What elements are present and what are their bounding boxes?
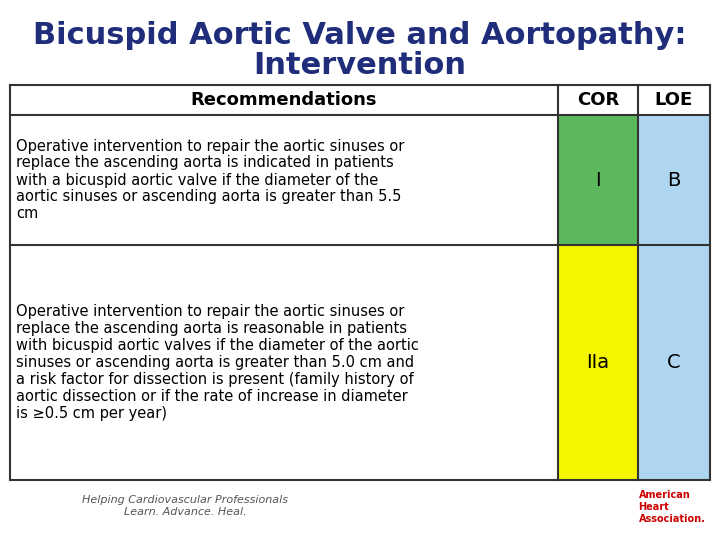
Text: American
Heart
Association.: American Heart Association. <box>639 490 706 524</box>
Text: Operative intervention to repair the aortic sinuses or: Operative intervention to repair the aor… <box>16 138 405 153</box>
Text: with bicuspid aortic valves if the diameter of the aortic: with bicuspid aortic valves if the diame… <box>16 338 419 353</box>
Text: C: C <box>667 353 681 372</box>
Text: with a bicuspid aortic valve if the diameter of the: with a bicuspid aortic valve if the diam… <box>16 172 378 187</box>
Text: COR: COR <box>577 91 619 109</box>
Text: replace the ascending aorta is reasonable in patients: replace the ascending aorta is reasonabl… <box>16 321 407 336</box>
Bar <box>10 245 558 480</box>
Text: a risk factor for dissection is present (family history of: a risk factor for dissection is present … <box>16 372 413 387</box>
Text: Learn. Advance. Heal.: Learn. Advance. Heal. <box>124 507 246 517</box>
Text: Recommendations: Recommendations <box>191 91 377 109</box>
Text: aortic sinuses or ascending aorta is greater than 5.5: aortic sinuses or ascending aorta is gre… <box>16 190 401 205</box>
Text: replace the ascending aorta is indicated in patients: replace the ascending aorta is indicated… <box>16 156 394 171</box>
Text: Helping Cardiovascular Professionals: Helping Cardiovascular Professionals <box>82 495 288 505</box>
Text: IIa: IIa <box>586 353 610 372</box>
Text: sinuses or ascending aorta is greater than 5.0 cm and: sinuses or ascending aorta is greater th… <box>16 355 414 370</box>
Bar <box>638 245 710 480</box>
Text: LOE: LOE <box>655 91 693 109</box>
Text: Operative intervention to repair the aortic sinuses or: Operative intervention to repair the aor… <box>16 304 405 319</box>
Text: B: B <box>667 171 680 190</box>
Bar <box>638 115 710 245</box>
Text: Bicuspid Aortic Valve and Aortopathy:: Bicuspid Aortic Valve and Aortopathy: <box>33 21 687 50</box>
Bar <box>10 115 558 245</box>
Bar <box>10 85 710 115</box>
Text: Intervention: Intervention <box>253 51 467 79</box>
Text: I: I <box>595 171 600 190</box>
Text: is ≥0.5 cm per year): is ≥0.5 cm per year) <box>16 406 167 421</box>
Text: aortic dissection or if the rate of increase in diameter: aortic dissection or if the rate of incr… <box>16 389 408 404</box>
Bar <box>558 245 638 480</box>
Text: cm: cm <box>16 206 38 221</box>
Bar <box>558 115 638 245</box>
